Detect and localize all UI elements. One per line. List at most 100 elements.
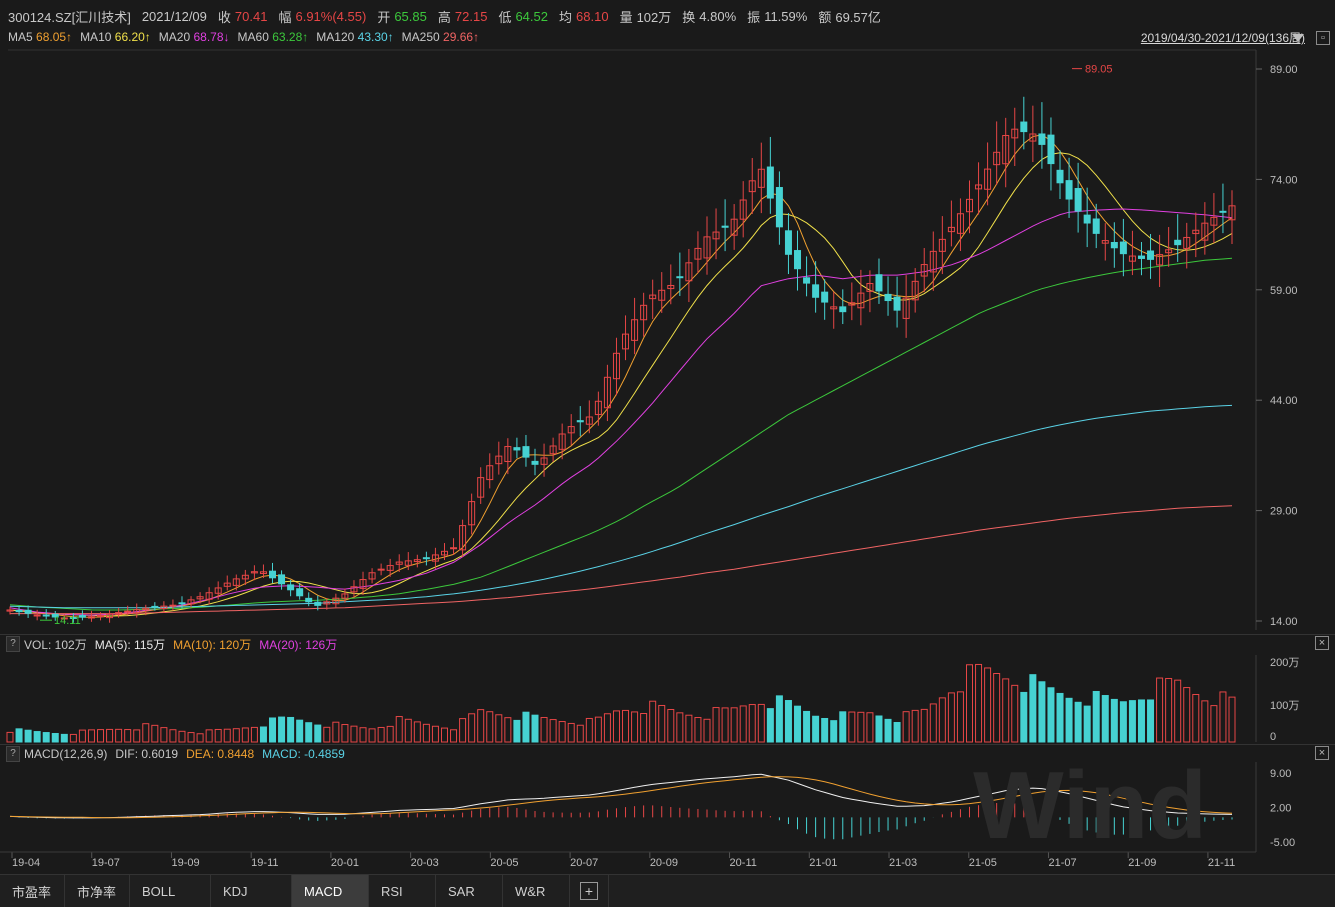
candle-body (241, 574, 249, 580)
volume-value: 102万 (636, 9, 672, 25)
volume-bar (450, 729, 458, 743)
volume-bar (1029, 674, 1037, 743)
range-dropdown-icon[interactable] (1292, 34, 1304, 42)
volume-bar (902, 711, 910, 743)
ma120-line (9, 404, 1233, 609)
candle-body (69, 617, 77, 620)
volume-bar (848, 711, 856, 743)
volume-bar (106, 728, 114, 743)
volume-bar (893, 722, 901, 743)
tab-wr[interactable]: W&R (503, 875, 570, 907)
tab-sar[interactable]: SAR (436, 875, 503, 907)
volume-bar (531, 714, 539, 743)
volume-bar (413, 721, 421, 743)
candle-body (169, 604, 177, 607)
candle-body (386, 565, 394, 571)
tab-kdj[interactable]: KDJ (211, 875, 292, 907)
tab-macd[interactable]: MACD (292, 875, 369, 907)
candle-body (794, 250, 802, 270)
add-tab-button[interactable]: + (570, 875, 609, 907)
candle-body (1020, 121, 1028, 133)
volume-bar (676, 712, 684, 743)
candle-body (368, 572, 376, 580)
volume-bar (757, 703, 765, 743)
volume-bar (685, 714, 693, 743)
candle-body (1210, 216, 1218, 226)
volume-bar (259, 726, 267, 743)
security-name: 300124.SZ[汇川技术] (8, 9, 131, 25)
volume-bar (431, 725, 439, 743)
volume-bar (305, 722, 313, 743)
volume-bar (558, 721, 566, 743)
tab-boll[interactable]: BOLL (130, 875, 211, 907)
candle-body (757, 168, 765, 188)
candle-body (314, 601, 322, 606)
candle-body (468, 501, 476, 526)
volume-bar (703, 718, 711, 743)
candle-body (667, 284, 675, 290)
volume-bar (730, 707, 738, 743)
candle-body (459, 525, 467, 551)
volume-bar (766, 708, 774, 743)
time-tick-label: 19-04 (12, 857, 40, 869)
volume-bar (857, 711, 865, 743)
volume-bar (495, 714, 503, 743)
volume-bar (459, 718, 467, 743)
macd-close-icon[interactable]: × (1315, 746, 1329, 760)
time-tick-label: 20-07 (570, 857, 598, 869)
volume-bar (694, 717, 702, 743)
volume-bar (169, 729, 177, 743)
turnover-label: 换 (682, 9, 696, 25)
volume-bar (784, 700, 792, 743)
candle-body (585, 416, 593, 425)
candle-body (51, 613, 59, 618)
volume-bar (875, 715, 883, 743)
volume-bar (947, 692, 955, 743)
volume-help-icon[interactable]: ? (6, 636, 20, 652)
time-tick-label: 21-09 (1128, 857, 1156, 869)
tab-pb[interactable]: 市净率 (65, 875, 130, 907)
macd-axis-label: -5.00 (1270, 837, 1295, 849)
candle-body (323, 601, 331, 605)
candle-body (477, 477, 485, 498)
volume-bar (377, 726, 385, 743)
volume-bar (296, 719, 304, 743)
ma20-line (9, 208, 1233, 616)
candle-body (911, 280, 919, 301)
volume-bar (187, 732, 195, 743)
volume-bar (332, 721, 340, 743)
ma60-legend: MA60 63.28↑ (237, 30, 309, 44)
time-tick-label: 20-09 (650, 857, 678, 869)
candle-body (685, 262, 693, 282)
volume-panel-header: ? VOL: 102万 MA(5): 115万 MA(10): 120万 MA(… (0, 634, 1335, 653)
candle-body (848, 302, 856, 306)
volume-bar (739, 705, 747, 743)
candle-body (278, 574, 286, 585)
candle-body (1002, 135, 1010, 165)
volume-bar (748, 704, 756, 743)
volume-bar (368, 728, 376, 743)
candle-body (594, 400, 602, 416)
candle-body (676, 276, 684, 279)
candle-body (739, 199, 747, 220)
candle-body (712, 231, 720, 240)
expand-icon[interactable]: ▫ (1316, 31, 1330, 45)
tab-pe[interactable]: 市盈率 (0, 875, 65, 907)
macd-panel-header: ? MACD(12,26,9) DIF: 0.6019 DEA: 0.8448 … (0, 744, 1335, 763)
date-range-selector[interactable]: 2019/04/30-2021/12/09(136周) (1140, 31, 1305, 45)
volume-bar (223, 728, 231, 743)
volume-bar (205, 729, 213, 743)
tab-rsi[interactable]: RSI (369, 875, 436, 907)
volume-close-icon[interactable]: × (1315, 636, 1329, 650)
volume-bar (486, 711, 494, 743)
volume-bar (1074, 701, 1082, 743)
volume-bar (522, 711, 530, 743)
macd-help-icon[interactable]: ? (6, 746, 20, 762)
candle-body (42, 614, 50, 617)
volume-bar (341, 724, 349, 743)
candle-body (24, 609, 32, 614)
candle-body (1201, 222, 1209, 241)
volume-bar (513, 719, 521, 743)
low-label: 低 (498, 9, 512, 25)
